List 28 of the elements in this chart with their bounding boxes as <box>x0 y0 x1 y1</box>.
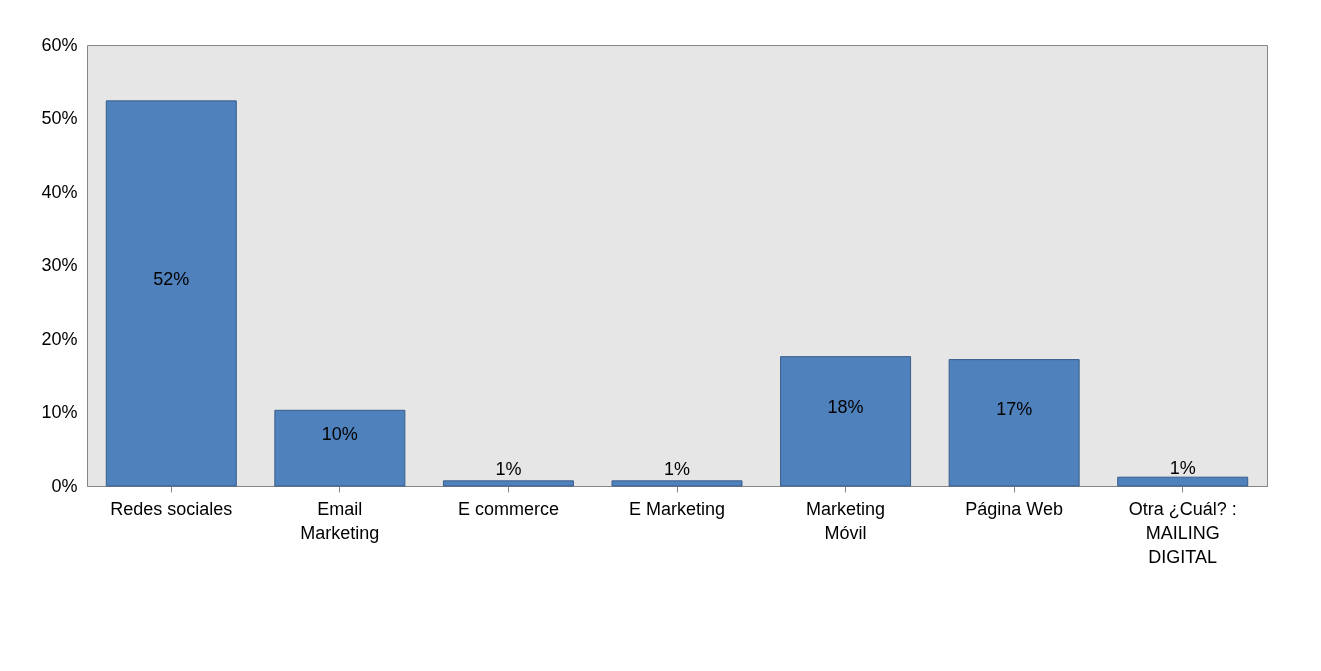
x-tick-label: E Marketing <box>628 498 726 519</box>
x-tick-label: E commerce <box>457 498 559 519</box>
bar <box>611 480 743 487</box>
data-label: 1% <box>1169 457 1196 478</box>
y-tick-label: 0% <box>51 475 78 496</box>
x-tick-label: Otra ¿Cuál? : MAILING DIGITAL <box>1128 498 1237 567</box>
x-tick-label: Página Web <box>965 498 1064 519</box>
bar <box>780 356 912 487</box>
data-label: 18% <box>827 397 864 418</box>
data-label: 1% <box>663 459 691 480</box>
data-label: 10% <box>321 424 358 445</box>
y-tick-label: 40% <box>41 181 78 202</box>
y-tick-label: 20% <box>41 328 78 349</box>
x-tick-label: Marketing Móvil <box>806 498 886 543</box>
y-tick-label: 50% <box>41 108 78 128</box>
bar <box>105 100 237 487</box>
bar <box>1117 476 1249 487</box>
data-label: 52% <box>153 269 190 290</box>
data-label: 17% <box>996 398 1033 419</box>
x-tick-label: Redes sociales <box>110 498 233 519</box>
bar <box>274 409 406 487</box>
y-tick-label: 60% <box>41 34 78 55</box>
data-label: 1% <box>495 459 522 480</box>
bar <box>442 480 574 487</box>
y-tick-label: 30% <box>41 255 78 275</box>
bar <box>948 359 1080 487</box>
x-tick-label: Email Marketing <box>300 498 380 543</box>
y-tick-label: 10% <box>41 402 78 422</box>
